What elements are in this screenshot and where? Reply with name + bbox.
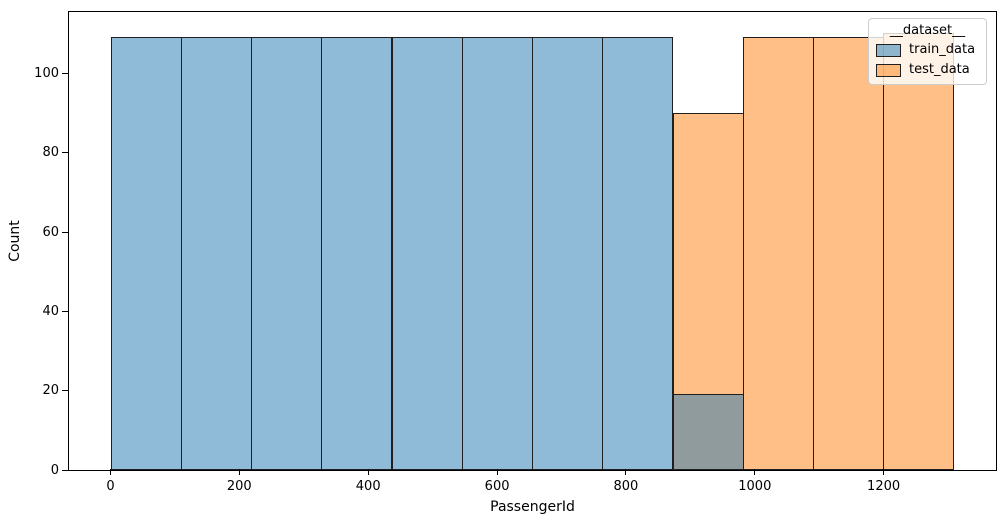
y-tick-label: 80 — [42, 145, 59, 161]
y-tick — [62, 152, 68, 154]
x-tick — [110, 469, 111, 475]
y-tick — [62, 231, 68, 233]
y-tick-label: 100 — [34, 66, 59, 81]
x-tick-label: 400 — [355, 479, 381, 494]
histogram-bar-train_data-bin8 — [672, 394, 744, 470]
y-tick — [62, 73, 68, 74]
histogram-bar-train_data-bin0 — [110, 37, 182, 470]
y-axis-label: Count — [7, 220, 23, 262]
histogram-bar-train_data-bin2 — [251, 37, 323, 470]
y-tick — [62, 469, 68, 471]
legend-entry-train_data: train_data — [869, 40, 986, 60]
x-tick-label: 1000 — [738, 479, 772, 494]
x-tick-label: 0 — [106, 479, 115, 494]
x-tick-label: 600 — [484, 479, 510, 494]
histogram-bar-train_data-bin6 — [532, 37, 604, 470]
x-tick — [883, 469, 885, 475]
legend: __dataset__ train_data test_data — [868, 18, 987, 85]
y-tick-label: 60 — [42, 224, 59, 240]
histogram-bar-test_data-bin10 — [812, 37, 885, 470]
legend-label: train_data — [909, 42, 976, 57]
x-axis-label: PassengerId — [490, 499, 575, 515]
histogram-bar-train_data-bin4 — [391, 37, 463, 470]
histogram-bar-train_data-bin3 — [321, 37, 393, 470]
y-tick — [62, 390, 68, 392]
histogram-bar-test_data-bin11 — [883, 33, 955, 470]
y-tick-label: 0 — [50, 462, 59, 478]
y-tick-label: 40 — [42, 303, 59, 319]
plot-area: 0 200 400 600 800 1000 1200 0 20 40 60 80 100 Passen… — [34, 11, 997, 515]
legend-swatch-test_data — [876, 63, 901, 77]
legend-title: __dataset__ — [889, 23, 966, 38]
x-tick — [625, 469, 627, 475]
legend-label: test_data — [909, 62, 970, 77]
histogram-bar-train_data-bin7 — [602, 37, 674, 470]
histogram-bar-test_data-bin9 — [742, 37, 814, 470]
x-tick-label: 800 — [613, 479, 639, 494]
x-tick-label: 1200 — [867, 479, 901, 494]
x-tick — [238, 469, 240, 475]
legend-entries: train_data test_data — [869, 40, 986, 80]
legend-swatch-train_data — [876, 43, 901, 57]
histogram-bar-train_data-bin1 — [180, 37, 253, 470]
y-tick — [62, 310, 68, 312]
legend-entry-test_data: test_data — [869, 60, 986, 80]
y-tick-label: 20 — [42, 383, 59, 399]
x-tick — [367, 469, 369, 475]
x-tick — [754, 469, 756, 475]
histogram-bar-train_data-bin5 — [461, 37, 533, 470]
x-tick-label: 200 — [226, 479, 252, 494]
x-tick — [496, 469, 498, 475]
